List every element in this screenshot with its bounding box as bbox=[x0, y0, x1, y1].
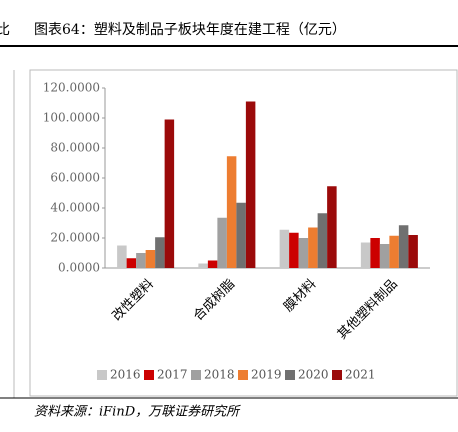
bar bbox=[408, 235, 418, 268]
legend-swatch bbox=[332, 370, 342, 380]
legend-label: 2019 bbox=[251, 368, 282, 382]
legend-swatch bbox=[144, 370, 154, 380]
legend-label: 2018 bbox=[204, 368, 235, 382]
y-tick-label: 100.0000 bbox=[43, 111, 100, 125]
source: 资料来源：iFinD，万联证券研究所 bbox=[34, 404, 241, 420]
bar bbox=[389, 235, 399, 268]
bar bbox=[308, 227, 318, 268]
bar bbox=[370, 238, 380, 268]
left-fragment: 比 bbox=[0, 22, 10, 38]
bar bbox=[327, 186, 337, 268]
bar bbox=[279, 229, 290, 268]
bar bbox=[317, 213, 328, 268]
bar bbox=[226, 156, 237, 268]
y-tick-label: 0.0000 bbox=[58, 261, 100, 275]
bar bbox=[164, 119, 175, 268]
legend-swatch bbox=[97, 370, 107, 380]
bar bbox=[360, 242, 371, 268]
x-tick-label: 其他塑料制品 bbox=[335, 277, 401, 343]
chart-title: 图表64：塑料及制品子板块年度在建工程（亿元） bbox=[34, 22, 346, 38]
legend-swatch bbox=[191, 370, 201, 380]
bar bbox=[245, 101, 256, 268]
legend-label: 2020 bbox=[298, 368, 329, 382]
bar bbox=[379, 244, 390, 268]
x-tick-label: 改性塑料 bbox=[110, 277, 157, 324]
y-tick-label: 20.0000 bbox=[50, 231, 100, 245]
bar bbox=[198, 263, 208, 268]
legend-label: 2016 bbox=[110, 368, 141, 382]
bar bbox=[398, 225, 409, 268]
bar bbox=[117, 245, 127, 268]
y-tick-label: 40.0000 bbox=[50, 201, 100, 215]
bar bbox=[289, 232, 299, 268]
x-tick-label: 膜材料 bbox=[281, 277, 319, 315]
bar bbox=[136, 253, 146, 268]
bar bbox=[298, 238, 309, 268]
bar bbox=[126, 258, 137, 268]
bar bbox=[236, 202, 246, 268]
bar bbox=[145, 250, 156, 268]
x-tick-label: 合成树脂 bbox=[191, 277, 238, 324]
bar bbox=[207, 260, 218, 268]
legend-label: 2021 bbox=[345, 368, 376, 382]
y-tick-label: 120.0000 bbox=[43, 81, 100, 95]
y-tick-label: 80.0000 bbox=[50, 141, 100, 155]
legend-label: 2017 bbox=[157, 368, 188, 382]
chart-frame bbox=[29, 69, 458, 397]
bar bbox=[217, 217, 227, 268]
bar bbox=[155, 237, 165, 268]
legend-swatch bbox=[238, 370, 248, 380]
legend-swatch bbox=[285, 370, 295, 380]
y-tick-label: 60.0000 bbox=[50, 171, 100, 185]
